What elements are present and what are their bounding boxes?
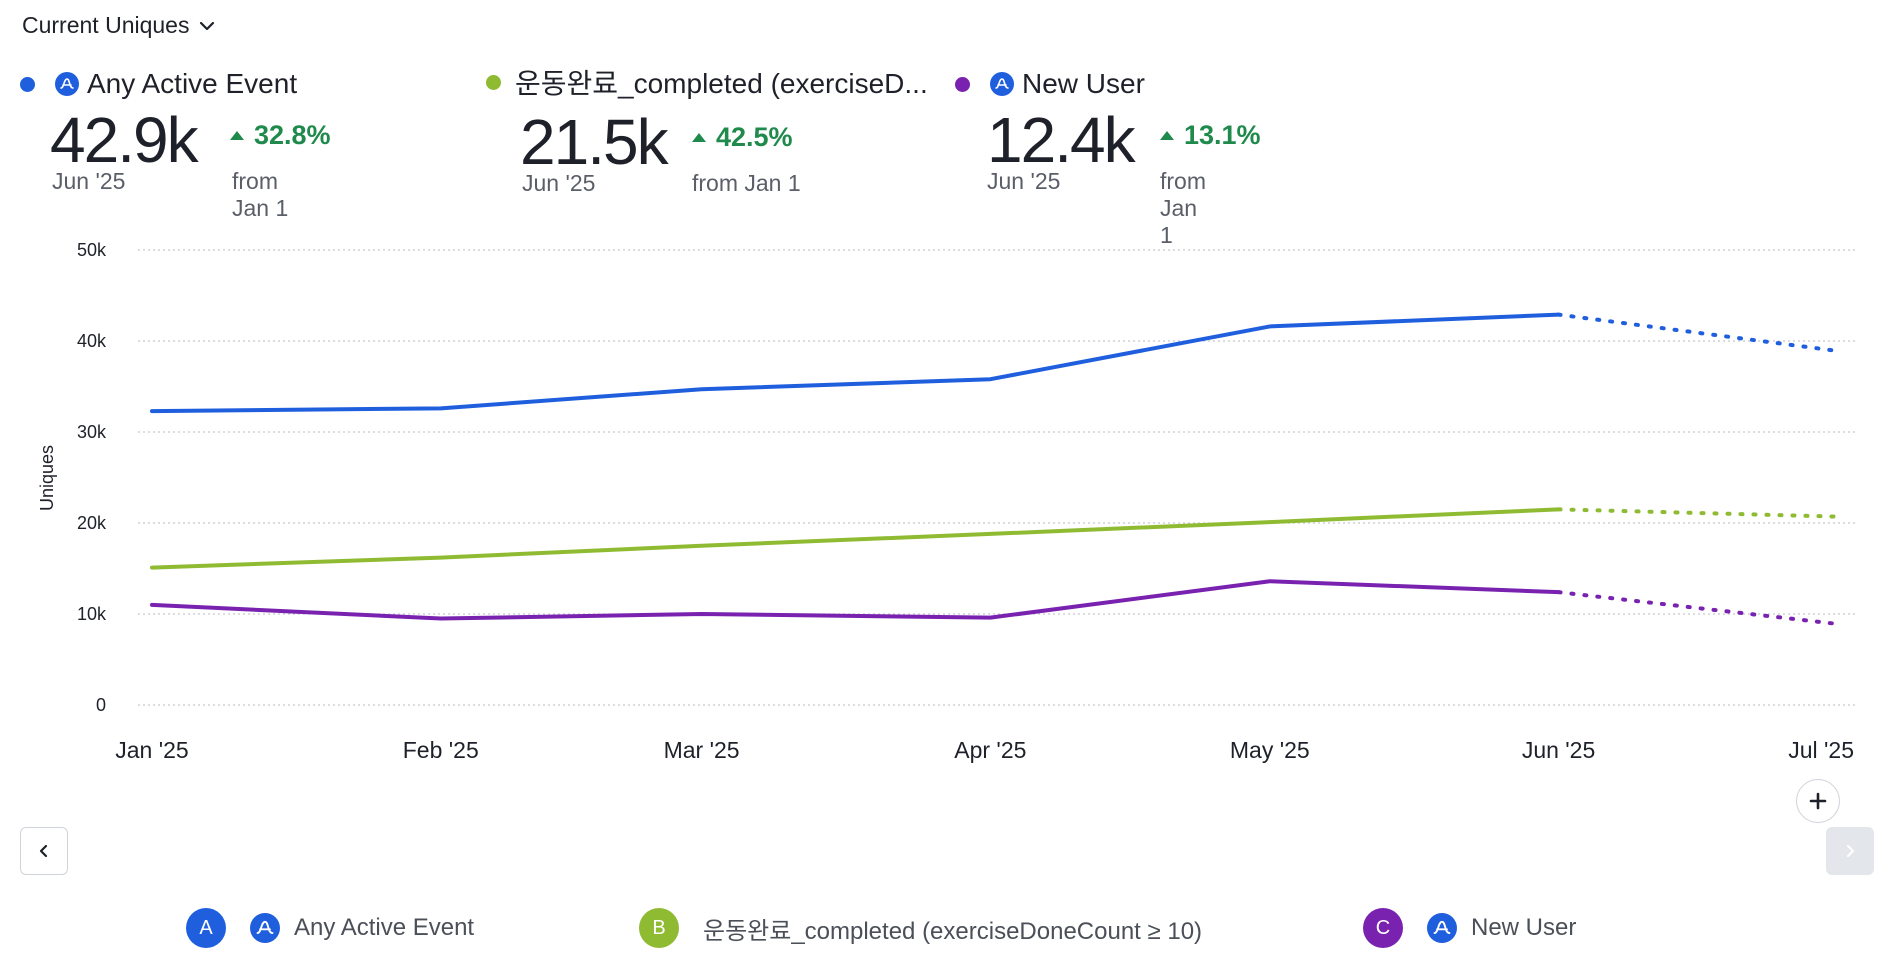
y-tick-label: 20k bbox=[77, 513, 107, 533]
legend-badge: B bbox=[639, 908, 679, 948]
kpi-value: 21.5k bbox=[520, 106, 669, 178]
legend-label: Any Active Event bbox=[294, 914, 475, 941]
metric-selector-label: Current Uniques bbox=[22, 12, 190, 38]
y-tick-label: 10k bbox=[77, 604, 107, 624]
series-color-dot bbox=[955, 76, 970, 92]
series-color-dot bbox=[486, 74, 501, 90]
kpi-name: Any Active Event bbox=[87, 68, 298, 99]
legend-item-c[interactable]: C New User bbox=[1363, 908, 1576, 948]
chevron-down-icon bbox=[200, 21, 215, 30]
kpi-any-active-event[interactable]: Any Active Event 42.9k Jun '25 32.8% fro… bbox=[20, 68, 331, 221]
y-tick-label: 30k bbox=[77, 422, 107, 442]
amplitude-icon bbox=[250, 913, 280, 943]
kpi-change: 42.5% bbox=[692, 122, 793, 153]
plus-icon bbox=[1809, 792, 1827, 810]
amplitude-icon bbox=[990, 72, 1014, 96]
up-arrow-icon bbox=[230, 131, 244, 140]
x-tick-label: Jul '25 bbox=[1788, 737, 1854, 763]
kpi-name: New User bbox=[1022, 68, 1145, 99]
chevron-right-icon bbox=[1846, 844, 1855, 858]
kpi-change-value: 13.1% bbox=[1184, 120, 1261, 150]
kpi-new-user[interactable]: New User 12.4k Jun '25 13.1% from Jan 1 bbox=[955, 68, 1261, 248]
series-projection-2 bbox=[1556, 507, 1840, 519]
legend-badge: C bbox=[1363, 908, 1403, 948]
kpi-from: from Jan 1 bbox=[232, 168, 289, 221]
x-tick-label: Jan '25 bbox=[115, 737, 188, 763]
kpi-period: Jun '25 bbox=[522, 170, 596, 196]
series-color-dot bbox=[20, 76, 35, 92]
series-projection-3 bbox=[1556, 590, 1840, 627]
kpi-from: from Jan 1 bbox=[1160, 168, 1206, 248]
series-projection-1 bbox=[1556, 312, 1840, 354]
series-line-3 bbox=[150, 579, 1561, 621]
kpi-change-value: 42.5% bbox=[716, 122, 793, 152]
legend-badge: A bbox=[186, 908, 226, 948]
x-tick-label: Mar '25 bbox=[664, 737, 740, 763]
series-line-1 bbox=[150, 312, 1561, 414]
prev-page-button[interactable] bbox=[20, 827, 68, 875]
x-tick-label: Jun '25 bbox=[1522, 737, 1595, 763]
kpi-change-value: 32.8% bbox=[254, 120, 331, 150]
kpi-value: 42.9k bbox=[50, 104, 199, 176]
up-arrow-icon bbox=[1160, 131, 1174, 140]
y-tick-label: 0 bbox=[96, 695, 106, 715]
up-arrow-icon bbox=[692, 133, 706, 142]
y-axis-label: Uniques bbox=[37, 445, 57, 511]
line-chart: 0 10k 20k 30k 40k 50k Uniques Jan '25 Feb '25 Mar… bbox=[37, 240, 1855, 763]
kpi-change: 13.1% bbox=[1160, 120, 1261, 151]
series-line-2 bbox=[150, 507, 1561, 570]
kpi-exercise-completed[interactable]: 운동완료_completed (exerciseD... 21.5k Jun '… bbox=[486, 62, 928, 202]
kpi-period: Jun '25 bbox=[987, 168, 1061, 194]
kpi-name: 운동완료_completed (exerciseD... bbox=[515, 68, 928, 99]
kpi-change: 32.8% bbox=[230, 120, 331, 151]
kpi-period: Jun '25 bbox=[52, 168, 126, 194]
next-page-button[interactable] bbox=[1826, 827, 1874, 875]
add-button[interactable] bbox=[1796, 779, 1840, 823]
x-tick-label: May '25 bbox=[1230, 737, 1310, 763]
x-tick-label: Feb '25 bbox=[403, 737, 479, 763]
chevron-left-icon bbox=[39, 844, 48, 858]
metric-selector[interactable]: Current Uniques bbox=[22, 12, 217, 39]
kpi-value: 12.4k bbox=[987, 104, 1136, 176]
kpi-from: from Jan 1 bbox=[692, 170, 801, 196]
legend-label: New User bbox=[1471, 914, 1577, 941]
amplitude-icon bbox=[1427, 913, 1457, 943]
x-tick-label: Apr '25 bbox=[954, 737, 1026, 763]
legend-label: 운동완료_completed (exerciseDoneCount ≥ 10) bbox=[703, 917, 1203, 945]
amplitude-icon bbox=[55, 72, 79, 96]
legend-item-b[interactable]: B 운동완료_completed (exerciseDoneCount ≥ 10… bbox=[639, 908, 1202, 948]
y-tick-label: 40k bbox=[77, 331, 107, 351]
legend-item-a[interactable]: A Any Active Event bbox=[186, 908, 474, 948]
y-tick-label: 50k bbox=[77, 240, 107, 260]
